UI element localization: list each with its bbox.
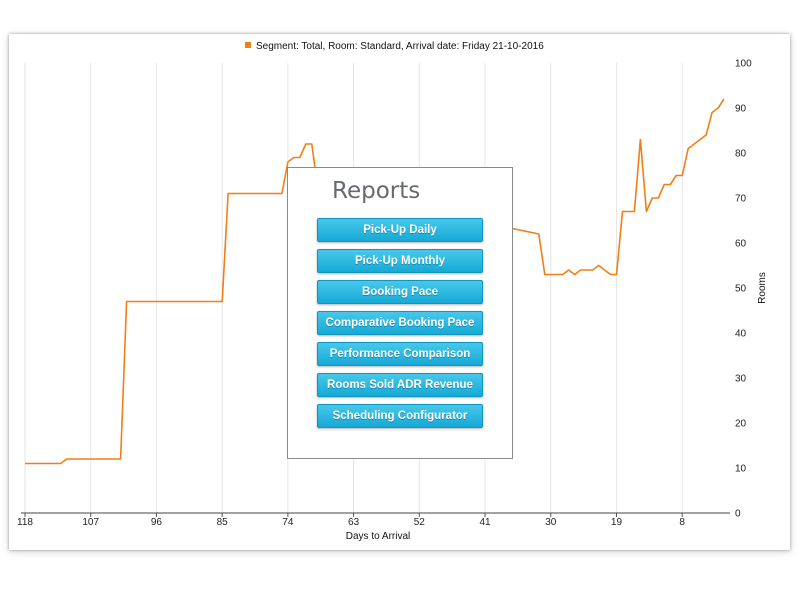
x-tick-label: 74 xyxy=(282,517,294,528)
y-tick-label: 10 xyxy=(735,464,747,475)
y-tick-label: 40 xyxy=(735,329,747,340)
y-tick-label: 60 xyxy=(735,239,747,250)
axes xyxy=(21,512,730,517)
series-line xyxy=(25,98,725,465)
x-tick-label: 118 xyxy=(17,517,33,528)
performance-comparison-button[interactable]: Performance Comparison xyxy=(317,342,483,366)
x-tick-label: 107 xyxy=(82,517,99,528)
y-axis-title: Rooms xyxy=(757,272,768,304)
y-tick-label: 80 xyxy=(735,149,747,160)
x-tick-label: 85 xyxy=(217,517,229,528)
y-tick-label: 20 xyxy=(735,419,747,430)
rooms-sold-adr-revenue-button[interactable]: Rooms Sold ADR Revenue xyxy=(317,373,483,397)
scheduling-configurator-button[interactable]: Scheduling Configurator xyxy=(317,404,483,428)
legend[interactable]: Segment: Total, Room: Standard, Arrival … xyxy=(245,41,544,52)
booking-pace-button[interactable]: Booking Pace xyxy=(317,280,483,304)
x-tick-label: 96 xyxy=(151,517,163,528)
y-tick-label: 0 xyxy=(735,509,741,520)
pick-up-daily-button[interactable]: Pick-Up Daily xyxy=(317,218,483,242)
legend-swatch xyxy=(245,42,251,48)
comparative-booking-pace-button[interactable]: Comparative Booking Pace xyxy=(317,311,483,335)
y-tick-label: 70 xyxy=(735,194,747,205)
grid-lines xyxy=(24,63,683,513)
x-tick-label: 52 xyxy=(414,517,426,528)
y-tick-label: 90 xyxy=(735,104,747,115)
x-tick-label: 63 xyxy=(348,517,360,528)
legend-label: Segment: Total, Room: Standard, Arrival … xyxy=(256,41,544,52)
x-tick-label: 41 xyxy=(479,517,491,528)
reports-panel: Reports Pick-Up Daily Pick-Up Monthly Bo… xyxy=(287,167,513,459)
x-tick-label: 8 xyxy=(679,517,685,528)
x-axis-title: Days to Arrival xyxy=(346,531,410,542)
pick-up-monthly-button[interactable]: Pick-Up Monthly xyxy=(317,249,483,273)
series-layer xyxy=(25,98,725,465)
y-tick-label: 100 xyxy=(735,59,752,70)
y-tick-label: 50 xyxy=(735,284,747,295)
x-tick-label: 30 xyxy=(545,517,557,528)
tick-labels: 118 107 96 85 74 63 52 41 30 19 801020304050607080… xyxy=(17,59,752,529)
y-tick-label: 30 xyxy=(735,374,747,385)
reports-title: Reports xyxy=(332,178,421,204)
x-tick-label: 19 xyxy=(611,517,623,528)
